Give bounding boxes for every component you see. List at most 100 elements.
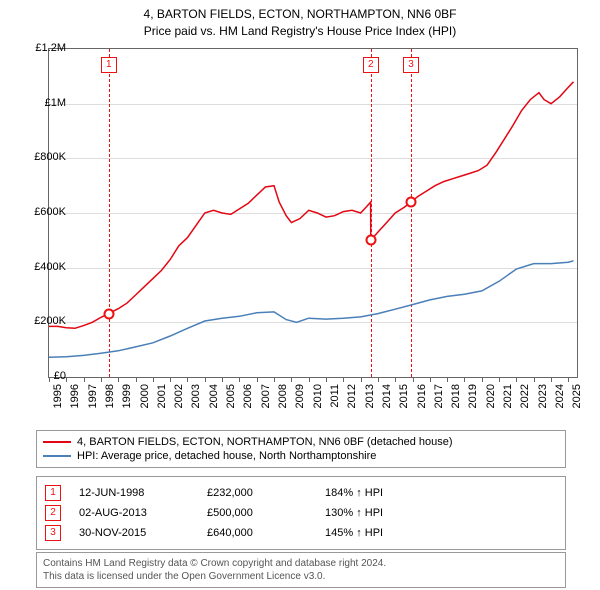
footer-line-1: Contains HM Land Registry data © Crown c… [43, 557, 559, 570]
x-axis-label: 1998 [104, 384, 116, 408]
x-axis-label: 2000 [139, 384, 151, 408]
legend-swatch [43, 455, 71, 457]
event-date: 30-NOV-2015 [79, 527, 189, 539]
event-number: 3 [45, 525, 61, 541]
x-axis-label: 2007 [260, 384, 272, 408]
x-axis-label: 2013 [364, 384, 376, 408]
x-tick [222, 377, 223, 382]
x-axis-label: 2012 [346, 384, 358, 408]
event-marker-dot [365, 235, 376, 246]
chart-container: 4, BARTON FIELDS, ECTON, NORTHAMPTON, NN… [0, 0, 600, 590]
x-tick [205, 377, 206, 382]
x-axis-label: 2002 [173, 384, 185, 408]
x-tick [568, 377, 569, 382]
legend-swatch [43, 441, 71, 443]
x-tick [153, 377, 154, 382]
x-axis-label: 2020 [485, 384, 497, 408]
x-tick [49, 377, 50, 382]
event-marker-dot [405, 197, 416, 208]
x-tick [499, 377, 500, 382]
x-tick [274, 377, 275, 382]
title-line-1: 4, BARTON FIELDS, ECTON, NORTHAMPTON, NN… [0, 6, 600, 23]
x-axis-label: 2010 [312, 384, 324, 408]
x-tick [395, 377, 396, 382]
event-number: 2 [45, 505, 61, 521]
x-tick [343, 377, 344, 382]
x-tick [464, 377, 465, 382]
x-tick [239, 377, 240, 382]
x-axis-label: 2019 [467, 384, 479, 408]
x-axis-label: 2025 [571, 384, 583, 408]
x-axis-label: 1997 [87, 384, 99, 408]
x-axis-label: 2006 [242, 384, 254, 408]
x-axis-label: 2021 [502, 384, 514, 408]
event-price: £232,000 [207, 487, 307, 499]
legend-label: 4, BARTON FIELDS, ECTON, NORTHAMPTON, NN… [77, 436, 453, 448]
legend-label: HPI: Average price, detached house, Nort… [77, 450, 376, 462]
event-date: 02-AUG-2013 [79, 507, 189, 519]
x-tick [534, 377, 535, 382]
x-tick [551, 377, 552, 382]
x-axis-label: 2004 [208, 384, 220, 408]
x-axis-label: 2008 [277, 384, 289, 408]
x-axis-label: 2011 [329, 384, 341, 408]
legend-box: 4, BARTON FIELDS, ECTON, NORTHAMPTON, NN… [36, 430, 566, 468]
event-date: 12-JUN-1998 [79, 487, 189, 499]
x-axis-label: 1996 [69, 384, 81, 408]
x-tick [309, 377, 310, 382]
x-axis-label: 2015 [398, 384, 410, 408]
event-hpi: 145% ↑ HPI [325, 527, 445, 539]
x-tick [291, 377, 292, 382]
x-axis-label: 2023 [537, 384, 549, 408]
x-axis-label: 2005 [225, 384, 237, 408]
x-axis-label: 2016 [416, 384, 428, 408]
events-box: 112-JUN-1998£232,000184% ↑ HPI202-AUG-20… [36, 476, 566, 550]
x-tick [66, 377, 67, 382]
x-tick [136, 377, 137, 382]
event-hpi: 130% ↑ HPI [325, 507, 445, 519]
x-tick [170, 377, 171, 382]
footer-line-2: This data is licensed under the Open Gov… [43, 570, 559, 583]
x-tick [482, 377, 483, 382]
x-tick [413, 377, 414, 382]
x-axis-label: 2001 [156, 384, 168, 408]
x-tick [84, 377, 85, 382]
x-axis-label: 2003 [190, 384, 202, 408]
x-axis-label: 2009 [294, 384, 306, 408]
series-hpi_avg [49, 261, 574, 358]
event-row: 3 30-NOV-2015 £640,000 145% ↑ HPI [45, 523, 557, 543]
title-line-2: Price paid vs. HM Land Registry's House … [0, 23, 600, 40]
event-marker-number: 2 [363, 57, 379, 73]
event-row: 112-JUN-1998£232,000184% ↑ HPI [45, 483, 557, 503]
x-axis-label: 2022 [519, 384, 531, 408]
x-tick [447, 377, 448, 382]
x-tick [430, 377, 431, 382]
x-axis-label: 2014 [381, 384, 393, 408]
x-axis-label: 2018 [450, 384, 462, 408]
chart-lines [49, 49, 577, 377]
x-tick [326, 377, 327, 382]
x-tick [361, 377, 362, 382]
x-axis-label: 1995 [52, 384, 64, 408]
legend-row: 4, BARTON FIELDS, ECTON, NORTHAMPTON, NN… [43, 435, 559, 449]
x-axis-label: 1999 [121, 384, 133, 408]
x-tick [118, 377, 119, 382]
event-price: £640,000 [207, 527, 307, 539]
legend-row: HPI: Average price, detached house, Nort… [43, 449, 559, 463]
event-price: £500,000 [207, 507, 307, 519]
x-tick [187, 377, 188, 382]
x-tick [257, 377, 258, 382]
x-axis-label: 2017 [433, 384, 445, 408]
series-property_price [49, 82, 574, 328]
chart-title: 4, BARTON FIELDS, ECTON, NORTHAMPTON, NN… [0, 0, 600, 40]
x-tick [101, 377, 102, 382]
plot-area: 1 2 3 [48, 48, 578, 378]
footer-box: Contains HM Land Registry data © Crown c… [36, 552, 566, 588]
event-row: 2 02-AUG-2013 £500,000 130% ↑ HPI [45, 503, 557, 523]
event-number: 1 [45, 485, 61, 501]
x-tick [378, 377, 379, 382]
x-tick [516, 377, 517, 382]
x-axis-label: 2024 [554, 384, 566, 408]
event-marker-number: 1 [101, 57, 117, 73]
event-marker-number: 3 [403, 57, 419, 73]
